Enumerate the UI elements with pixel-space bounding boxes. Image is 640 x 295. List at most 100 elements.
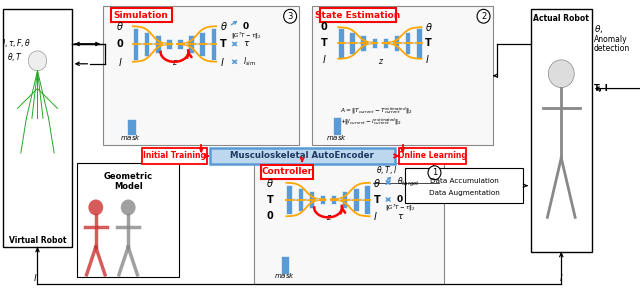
Text: $l$: $l$ — [33, 272, 38, 283]
Text: Model: Model — [114, 182, 143, 191]
Circle shape — [428, 166, 441, 180]
Bar — [342, 191, 348, 208]
Bar — [155, 35, 161, 53]
Circle shape — [28, 51, 47, 71]
Text: 0: 0 — [321, 22, 328, 32]
Circle shape — [548, 60, 574, 88]
Bar — [353, 188, 358, 211]
Text: 1: 1 — [432, 168, 437, 177]
Text: $\theta$: $\theta$ — [116, 20, 124, 32]
Bar — [405, 168, 524, 204]
Text: 0: 0 — [397, 195, 403, 204]
Circle shape — [88, 199, 103, 215]
Text: Data Accumulation: Data Accumulation — [429, 178, 499, 184]
Bar — [364, 185, 370, 214]
Circle shape — [284, 9, 296, 23]
Bar — [339, 28, 344, 58]
Bar — [281, 256, 289, 274]
Text: $\|G^T T-\tau\|_2$: $\|G^T T-\tau\|_2$ — [231, 31, 261, 41]
Bar — [360, 35, 366, 51]
Text: Simulation: Simulation — [114, 11, 168, 20]
Bar — [200, 32, 205, 56]
Bar — [531, 9, 592, 252]
Text: Geometric: Geometric — [104, 172, 153, 181]
Text: $l_{sim}$: $l_{sim}$ — [243, 55, 256, 68]
Text: detection: detection — [594, 45, 630, 53]
Text: $\theta$: $\theta$ — [220, 20, 228, 32]
Text: $\|G^T T-\tau\|_2$: $\|G^T T-\tau\|_2$ — [385, 202, 415, 213]
Text: T: T — [220, 39, 227, 49]
Text: $mask$: $mask$ — [326, 132, 347, 142]
Text: 0: 0 — [116, 39, 124, 49]
Bar — [132, 28, 138, 60]
Bar — [416, 28, 422, 58]
Text: $\theta_{target}$: $\theta_{target}$ — [397, 176, 420, 189]
Circle shape — [477, 9, 490, 23]
Bar — [320, 195, 325, 204]
Text: $l, \tau, F, \theta$: $l, \tau, F, \theta$ — [3, 37, 31, 49]
Text: $l$: $l$ — [118, 56, 122, 68]
Bar — [298, 188, 303, 211]
Text: Online Learning: Online Learning — [398, 151, 467, 160]
Bar — [287, 185, 292, 214]
Text: $\theta$: $\theta$ — [266, 177, 274, 189]
Text: 3: 3 — [287, 12, 293, 21]
Bar — [111, 8, 172, 22]
Text: 0: 0 — [243, 22, 249, 31]
Text: z: z — [172, 58, 177, 67]
Text: $\theta$: $\theta$ — [425, 21, 433, 33]
Bar — [188, 35, 194, 53]
Bar — [394, 35, 399, 51]
Text: T: T — [266, 194, 273, 204]
Bar — [399, 148, 466, 164]
Bar — [211, 28, 216, 60]
Text: $\tau$: $\tau$ — [397, 212, 404, 221]
Text: 2: 2 — [481, 12, 486, 21]
Text: $\theta$: $\theta$ — [373, 177, 381, 189]
Text: z: z — [378, 57, 382, 66]
Bar — [333, 117, 341, 135]
Text: T: T — [373, 194, 380, 204]
Bar — [144, 32, 150, 56]
Text: $l$: $l$ — [559, 272, 563, 283]
Text: $l$: $l$ — [322, 53, 326, 65]
Bar — [3, 9, 72, 247]
Text: $l$: $l$ — [220, 56, 225, 68]
Bar — [383, 38, 388, 48]
Text: $\theta, T$: $\theta, T$ — [7, 51, 22, 63]
Text: $l$: $l$ — [425, 53, 430, 65]
Bar — [331, 195, 337, 204]
Bar — [127, 119, 136, 135]
Bar — [312, 6, 493, 145]
Text: Musculoskeletal AutoEncoder: Musculoskeletal AutoEncoder — [230, 151, 374, 160]
Bar — [177, 39, 183, 50]
Text: T: T — [321, 38, 328, 48]
Text: $mask$: $mask$ — [120, 132, 141, 142]
Text: Initial Training: Initial Training — [143, 151, 206, 160]
Bar — [320, 8, 396, 22]
Bar — [308, 191, 314, 208]
Bar — [210, 148, 395, 164]
Bar — [349, 32, 355, 54]
Text: Virtual Robot: Virtual Robot — [9, 236, 66, 245]
Text: Controller: Controller — [262, 167, 313, 176]
Bar — [261, 165, 313, 179]
Text: $mask$: $mask$ — [274, 271, 295, 280]
Text: $l$: $l$ — [373, 210, 378, 222]
Text: $+\|l_{current}-l_{current}^{estimated}\|_2$: $+\|l_{current}-l_{current}^{estimated}\… — [340, 117, 402, 127]
Text: $\tau$: $\tau$ — [243, 40, 250, 48]
Text: State Estimation: State Estimation — [315, 11, 400, 20]
Circle shape — [121, 199, 136, 215]
Text: 0: 0 — [266, 211, 273, 221]
Text: $\theta,$: $\theta,$ — [594, 23, 603, 35]
Bar — [405, 32, 410, 54]
Text: $A=\|T_{current}-T_{current}^{estimated}\|_2$: $A=\|T_{current}-T_{current}^{estimated}… — [340, 105, 413, 116]
Text: z: z — [326, 213, 330, 222]
Text: Anomaly: Anomaly — [594, 35, 627, 44]
Text: T: T — [425, 38, 432, 48]
Bar — [372, 38, 377, 48]
Text: $\theta, T, l$: $\theta, T, l$ — [376, 164, 397, 176]
Bar — [103, 6, 300, 145]
Bar — [166, 39, 172, 50]
Bar — [142, 148, 207, 164]
